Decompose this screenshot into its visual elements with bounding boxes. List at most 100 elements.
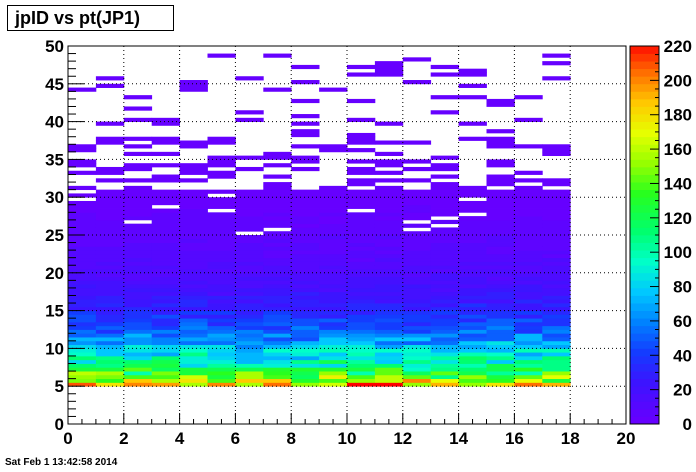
heatmap-cell	[347, 299, 376, 304]
heatmap-cell	[179, 325, 208, 330]
heatmap-cell	[123, 382, 153, 387]
heatmap-cell	[347, 250, 376, 255]
heatmap-cell	[347, 272, 376, 277]
heatmap-cell	[514, 382, 543, 387]
heatmap-cell	[430, 64, 459, 70]
heatmap-cell	[207, 348, 236, 353]
heatmap-cell	[151, 174, 180, 179]
heatmap-cell	[374, 333, 404, 338]
heatmap-cell	[347, 284, 376, 289]
heatmap-cell	[486, 253, 515, 259]
heatmap-cell	[514, 250, 543, 255]
heatmap-cell	[207, 170, 236, 175]
heatmap-cell	[319, 216, 348, 221]
heatmap-cell	[68, 287, 97, 293]
heatmap-cell	[347, 318, 376, 323]
heatmap-cell	[374, 223, 404, 228]
heatmap-cell	[235, 117, 264, 122]
heatmap-cell	[68, 314, 97, 319]
heatmap-cell	[486, 340, 515, 346]
heatmap-cell	[151, 344, 180, 349]
heatmap-cell	[207, 235, 236, 240]
heatmap-cell	[291, 299, 320, 304]
palette-band	[630, 393, 659, 402]
x-axis: 0 2 4 6 8 10 12 14 16 18 20	[63, 413, 635, 448]
heatmap-cell	[486, 318, 515, 323]
heatmap-cell	[291, 329, 320, 334]
heatmap-cell	[68, 219, 97, 225]
heatmap-cell	[263, 359, 292, 364]
heatmap-cell	[402, 178, 432, 183]
heatmap-cell	[402, 355, 432, 361]
heatmap-cell	[68, 208, 97, 213]
heatmap-cell	[374, 291, 404, 296]
heatmap-cell	[291, 159, 320, 164]
heatmap-cell	[319, 189, 348, 194]
heatmap-cell	[319, 303, 348, 308]
heatmap-cell	[319, 367, 348, 372]
heatmap-cell	[123, 257, 153, 262]
heatmap-cell	[374, 250, 404, 255]
heatmap-cell	[458, 223, 487, 228]
heatmap-cell	[430, 242, 459, 247]
heatmap-cell	[68, 333, 97, 338]
heatmap-cell	[291, 291, 320, 296]
heatmap-cell	[347, 136, 376, 141]
heatmap-cell	[291, 212, 320, 217]
heatmap-cell	[179, 80, 208, 85]
heatmap-cell	[486, 310, 515, 315]
heatmap-cell	[179, 344, 208, 349]
heatmap-cell	[458, 246, 487, 251]
heatmap-cell	[95, 227, 125, 232]
heatmap-cell	[514, 197, 543, 202]
x-tick-label: 16	[505, 429, 524, 448]
heatmap-cell	[347, 204, 376, 209]
heatmap-cell	[291, 378, 320, 383]
heatmap-cell	[514, 367, 543, 372]
heatmap-cell	[486, 238, 515, 243]
heatmap-cell	[319, 238, 348, 243]
heatmap-cell	[514, 272, 543, 277]
heatmap-cell	[542, 299, 571, 304]
heatmap-cell	[430, 287, 459, 293]
heatmap-cell	[430, 200, 459, 206]
heatmap-cell	[179, 83, 208, 88]
heatmap-cell	[95, 231, 125, 236]
heatmap-cell	[542, 61, 571, 66]
y-tick-label: 45	[45, 75, 64, 94]
heatmap-cell	[430, 355, 459, 361]
heatmap-cell	[514, 242, 543, 247]
heatmap-cell	[347, 246, 376, 251]
heatmap-cell	[151, 238, 180, 243]
heatmap-cell	[207, 363, 236, 368]
heatmap-cell	[263, 378, 292, 383]
heatmap-cell	[486, 257, 515, 262]
heatmap-cell	[430, 219, 459, 225]
heatmap-cell	[430, 197, 459, 202]
heatmap-cell	[542, 303, 571, 308]
heatmap-cell	[123, 321, 153, 327]
heatmap-cell	[263, 197, 292, 202]
heatmap-cell	[235, 295, 264, 300]
heatmap-cell	[430, 95, 459, 100]
heatmap-cell	[542, 314, 571, 319]
heatmap-cell	[179, 163, 208, 168]
heatmap-cell	[263, 238, 292, 243]
palette-band	[630, 219, 659, 228]
heatmap-cell	[207, 310, 236, 315]
heatmap-cell	[123, 272, 153, 277]
y-tick-label: 35	[45, 150, 64, 169]
heatmap-cell	[402, 329, 432, 334]
heatmap-cell	[207, 374, 236, 380]
heatmap-cell	[95, 325, 125, 330]
heatmap-cell	[347, 200, 376, 206]
heatmap-cell	[542, 261, 571, 266]
palette-band	[630, 257, 659, 266]
heatmap-cell	[542, 284, 571, 289]
heatmap-cell	[235, 363, 264, 368]
heatmap-cell	[291, 306, 320, 311]
heatmap-cell	[514, 238, 543, 243]
heatmap-cell	[402, 280, 432, 285]
heatmap-cell	[263, 250, 292, 255]
heatmap-cell	[235, 246, 264, 251]
